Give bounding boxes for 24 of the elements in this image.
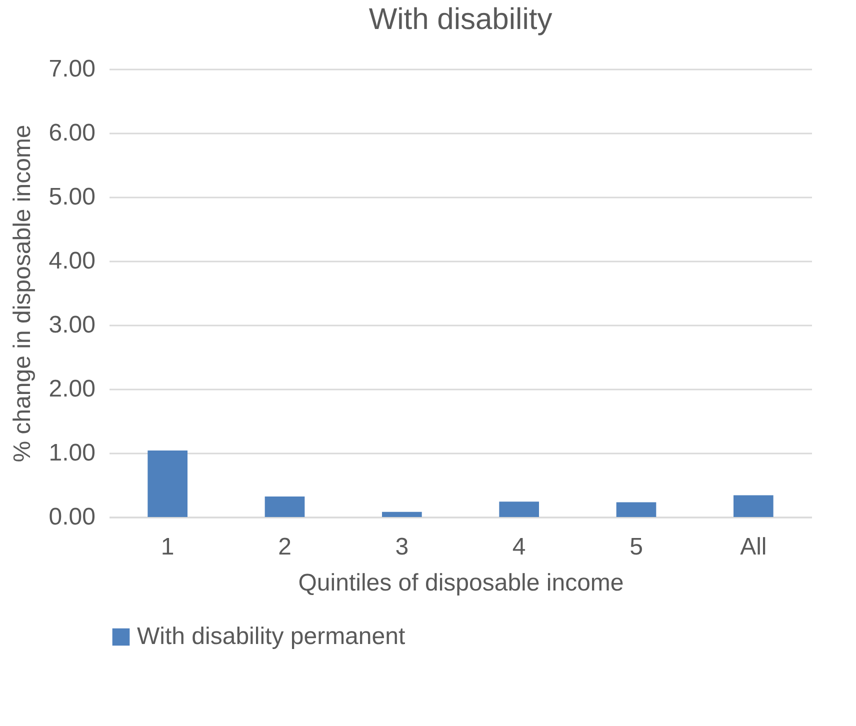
x-tick-label: 2: [278, 534, 292, 560]
x-tick-label: 1: [160, 534, 174, 560]
x-axis-title: Quintiles of disposable income: [298, 570, 624, 596]
y-axis-title: % change in disposable income: [8, 124, 36, 462]
bar: [264, 496, 305, 517]
y-tick-label: 3.00: [48, 312, 96, 338]
y-tick-label: 7.00: [48, 56, 96, 82]
legend-label: With disability permanent: [137, 623, 406, 650]
y-tick-label: 5.00: [48, 184, 96, 210]
y-tick-label: 0.00: [48, 504, 96, 530]
bar: [499, 502, 539, 517]
x-tick-label: 3: [395, 534, 409, 560]
bar: [616, 502, 656, 517]
x-tick-label: 5: [630, 534, 643, 560]
y-tick-label: 1.00: [48, 440, 96, 466]
bar: [382, 512, 422, 517]
chart-title: With disability: [368, 3, 552, 36]
y-tick-label: 2.00: [48, 376, 96, 402]
y-tick-label: 6.00: [48, 120, 96, 146]
bar: [734, 495, 774, 517]
x-tick-label: 4: [512, 534, 526, 560]
bar: [148, 450, 188, 517]
x-tick-label: All: [740, 534, 767, 560]
y-tick-label: 4.00: [48, 248, 96, 274]
